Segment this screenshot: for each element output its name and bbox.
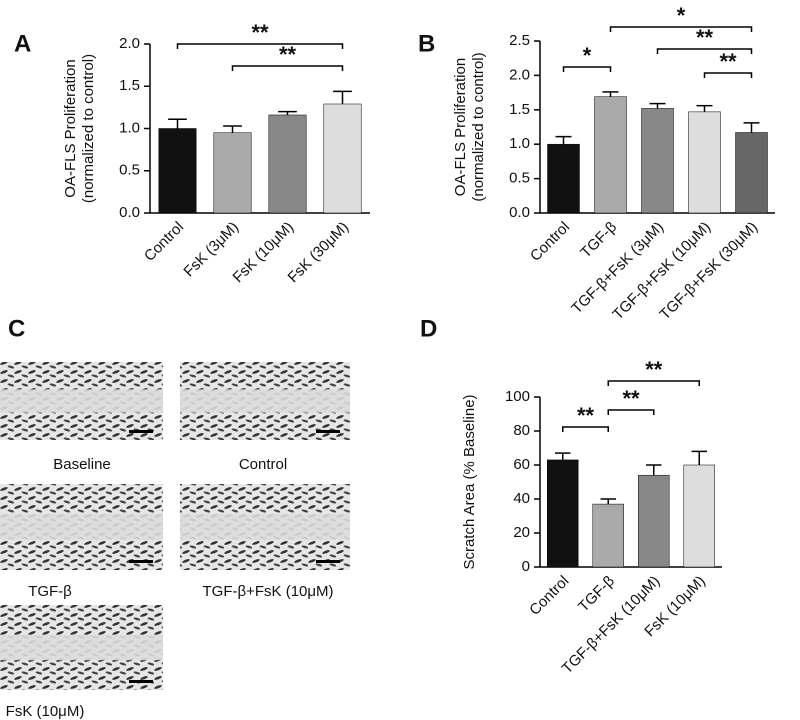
scratch-gap [0, 514, 163, 540]
scratch-gap [0, 389, 163, 413]
significance-label: ** [719, 49, 737, 74]
y-tick-label: 1.5 [119, 77, 140, 94]
scale-bar [316, 430, 340, 433]
significance-label: * [583, 43, 592, 68]
y-tick-label: 0.5 [509, 170, 530, 187]
scratch-gap [180, 389, 350, 413]
bar [688, 111, 721, 214]
y-tick-label: 0.0 [119, 204, 140, 221]
panel-label: D [420, 315, 437, 342]
significance-label: ** [251, 20, 269, 45]
bar [323, 103, 362, 214]
bar [594, 96, 627, 214]
image-caption: Baseline [53, 456, 111, 473]
bar [547, 459, 579, 568]
y-tick-label: 80 [513, 422, 530, 439]
y-axis-label: Scratch Area (% Baseline) [461, 394, 478, 569]
x-tick-label: Control [527, 219, 573, 265]
image-caption: TGF-β+FsK (10μM) [202, 583, 333, 600]
y-axis-label: (normalized to control) [470, 52, 487, 201]
panel-label: C [8, 315, 25, 342]
bar [638, 474, 670, 568]
scale-bar [316, 560, 340, 563]
significance-bracket [607, 409, 655, 415]
bar [592, 503, 624, 568]
scale-bar [129, 680, 153, 683]
significance-label: ** [622, 386, 640, 411]
significance-label: ** [696, 25, 714, 50]
y-tick-label: 1.0 [119, 119, 140, 136]
significance-bracket [609, 26, 753, 32]
panel-label: B [418, 30, 435, 57]
image-caption: Control [239, 456, 287, 473]
significance-label: * [677, 3, 686, 28]
y-axis-label: (normalized to control) [80, 54, 97, 203]
bar [683, 464, 715, 568]
y-tick-label: 0 [522, 558, 530, 575]
significance-bracket [607, 380, 700, 386]
x-tick-label: TGF-β [575, 572, 618, 615]
significance-bracket [562, 66, 612, 72]
y-tick-label: 1.5 [509, 101, 530, 118]
scratch-gap [180, 514, 350, 540]
scratch-gap [0, 634, 163, 661]
significance-bracket [703, 72, 753, 78]
panel-label: A [14, 30, 31, 57]
y-tick-label: 1.0 [509, 135, 530, 152]
scale-bar [129, 560, 153, 563]
y-tick-label: 0.5 [119, 162, 140, 179]
y-tick-label: 2.0 [509, 66, 530, 83]
significance-bracket [176, 43, 344, 49]
y-axis-label: OA-FLS Proliferation [452, 58, 469, 196]
y-tick-label: 20 [513, 524, 530, 541]
significance-bracket [562, 426, 609, 432]
scale-bar [129, 430, 153, 433]
y-tick-label: 2.0 [119, 35, 140, 52]
significance-label: ** [279, 42, 297, 67]
significance-bracket [656, 48, 753, 54]
y-tick-label: 2.5 [509, 32, 530, 49]
x-tick-label: Control [141, 219, 187, 265]
significance-label: ** [577, 403, 595, 428]
y-tick-label: 0.0 [509, 204, 530, 221]
bar [641, 108, 674, 214]
x-tick-label: Control [526, 573, 572, 619]
x-tick-label: TGF-β [577, 218, 620, 261]
y-tick-label: 60 [513, 456, 530, 473]
significance-bracket [231, 65, 344, 71]
image-caption: FsK (10μM) [6, 703, 85, 720]
bar [213, 132, 252, 214]
image-caption: TGF-β [28, 583, 72, 600]
y-axis-label: OA-FLS Proliferation [62, 59, 79, 197]
y-tick-label: 100 [505, 388, 530, 405]
bar [547, 143, 580, 214]
bar [158, 128, 197, 214]
bar [735, 132, 768, 214]
bar [268, 114, 307, 214]
y-tick-label: 40 [513, 490, 530, 507]
significance-label: ** [645, 357, 663, 382]
